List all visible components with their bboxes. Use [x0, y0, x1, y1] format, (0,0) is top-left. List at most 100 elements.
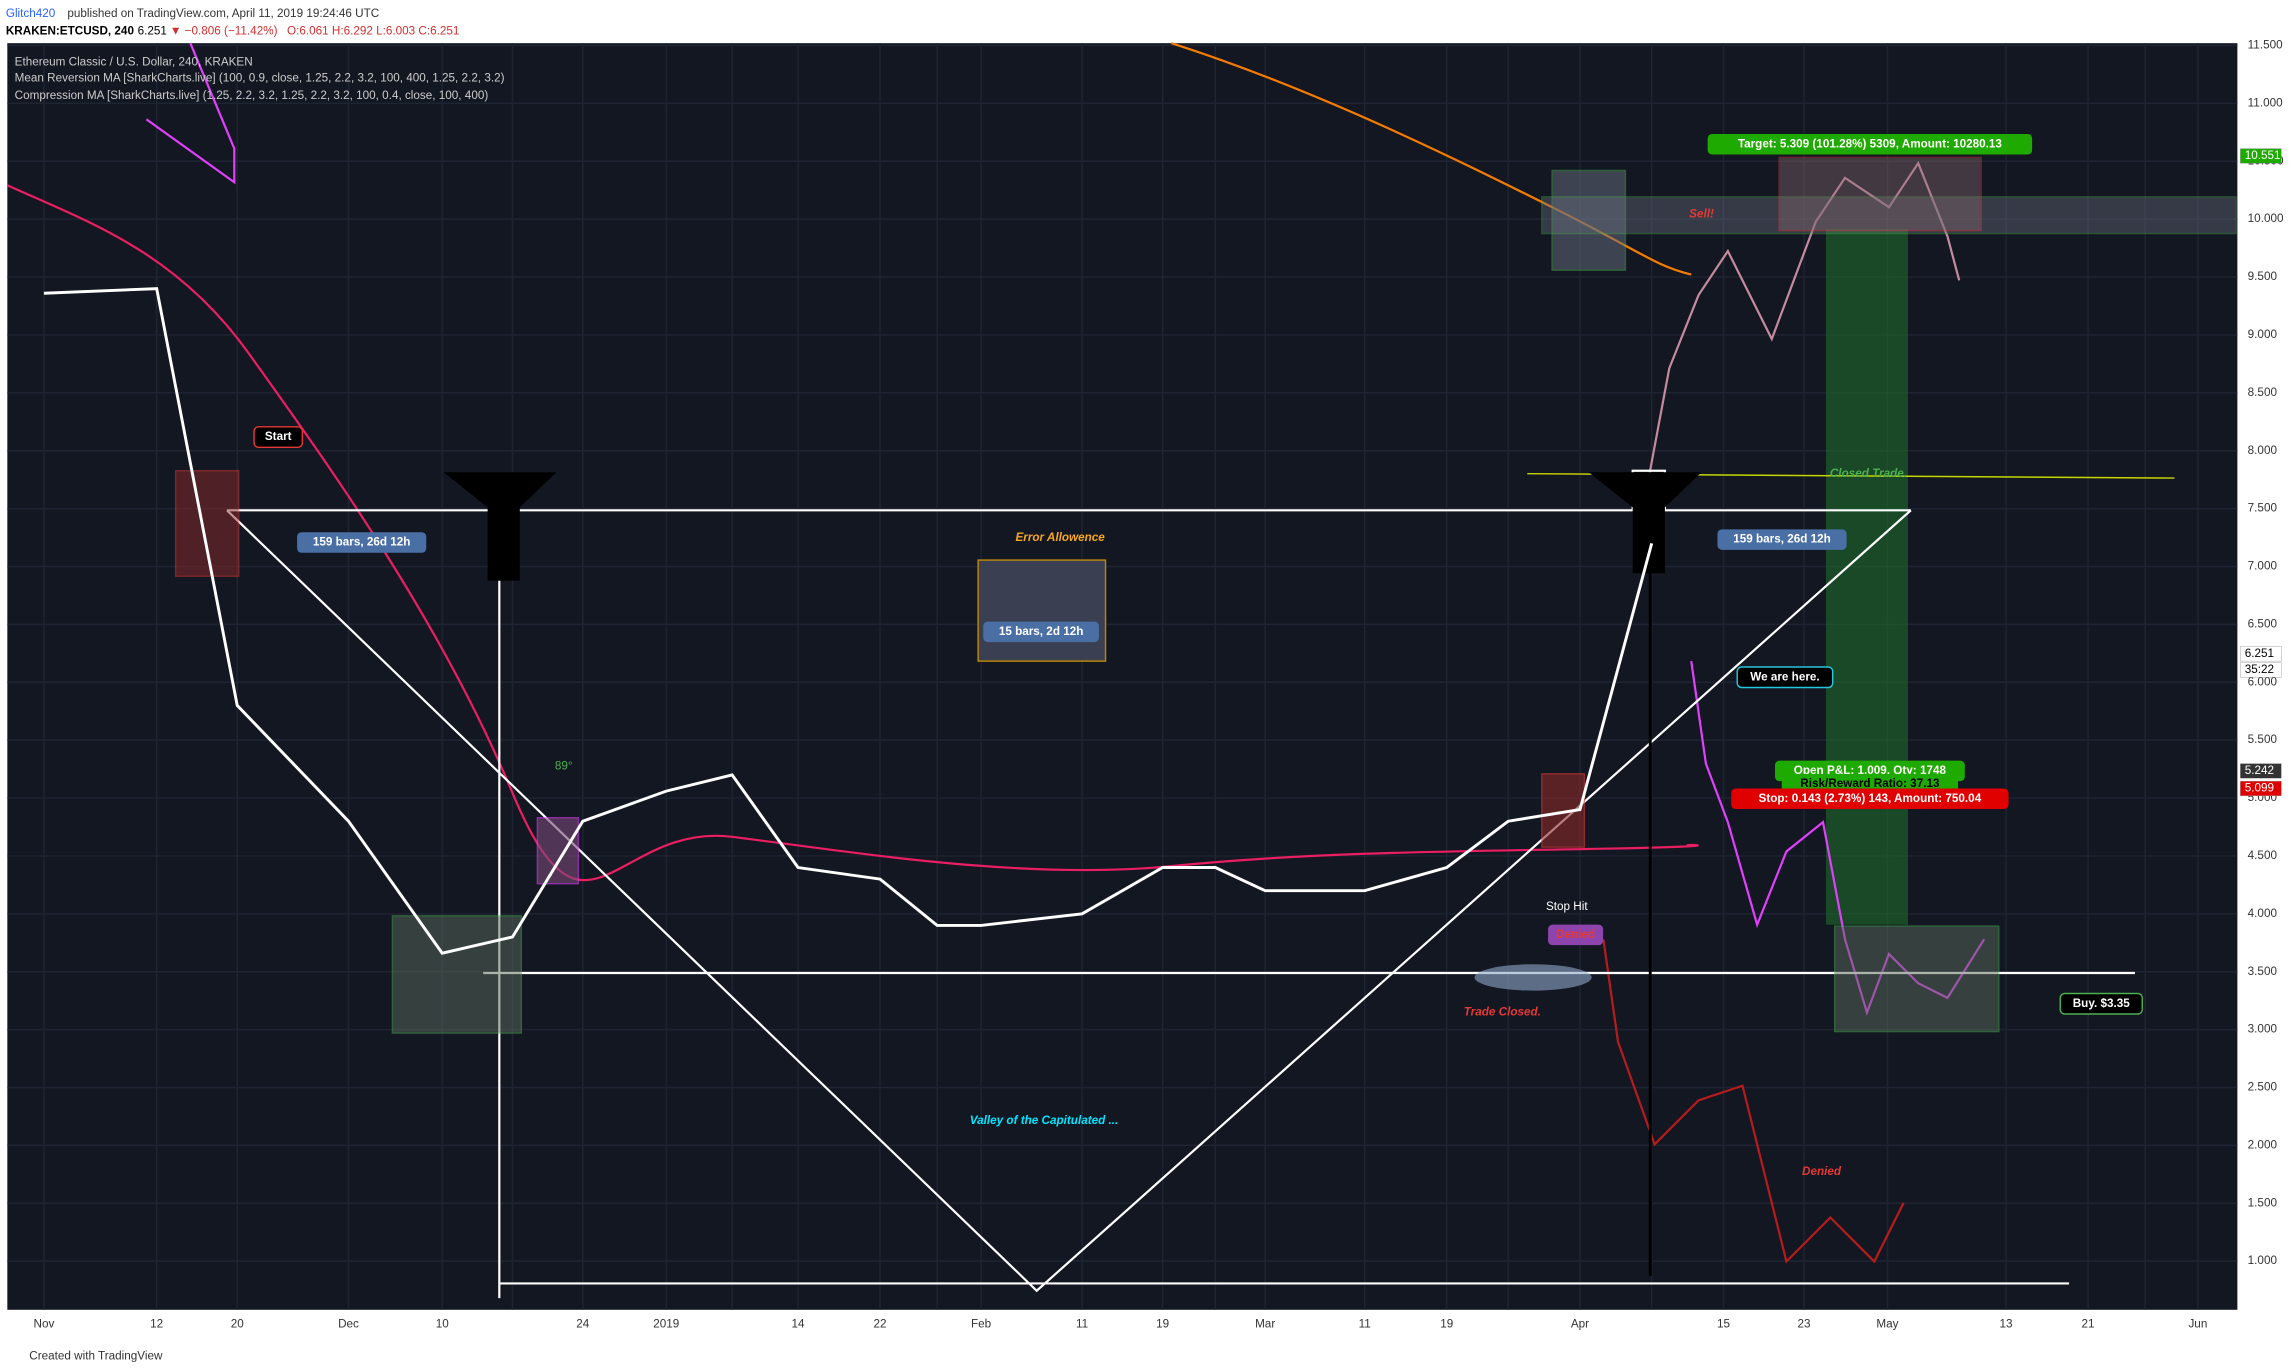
- label-bg: [2059, 992, 2143, 1015]
- price-badge-label: 6.251: [2245, 647, 2274, 660]
- y-tick-label: 10.000: [2248, 212, 2284, 225]
- compression-ma: [1171, 42, 1692, 276]
- x-tick-label: Feb: [971, 1318, 992, 1331]
- x-tick-label: Dec: [338, 1318, 359, 1331]
- label-bg: [253, 426, 304, 449]
- annotation: Sell!: [1689, 208, 1714, 221]
- annotation: Buy. $3.35: [2073, 997, 2131, 1010]
- x-tick-label: 13: [2000, 1318, 2013, 1331]
- ellipse: [1474, 964, 1592, 991]
- price-badge: [2240, 148, 2282, 164]
- y-tick-label: 11.000: [2248, 96, 2283, 109]
- x-tick-label: 12: [150, 1318, 163, 1331]
- price-badge-label: 10.551: [2245, 149, 2281, 162]
- annotation: Trade Closed.: [1464, 1006, 1541, 1019]
- annotation: Valley of the Capitulated ...: [970, 1114, 1118, 1127]
- annotations: Start 159 bars, 26d 12h Error Allowence 15 …: [253, 133, 2143, 1178]
- x-tick-label: 11: [1076, 1318, 1088, 1331]
- x-tick-label: 2019: [653, 1318, 679, 1331]
- y-tick-label: 8.000: [2248, 444, 2278, 457]
- x-tick-label: 20: [231, 1318, 245, 1331]
- valley: [226, 509, 1912, 1293]
- box: [1541, 196, 2237, 235]
- annotation: Denied: [1556, 928, 1595, 941]
- price-badge: [2240, 780, 2282, 797]
- indicator: Ethereum Classic / U.S. Dollar, 240, KRA…: [15, 55, 253, 68]
- y-tick-label: 3.000: [2248, 1023, 2278, 1036]
- box: [536, 817, 580, 885]
- funnel: [443, 472, 557, 581]
- x-tick-label: 22: [874, 1318, 887, 1331]
- price-line: [43, 287, 1654, 955]
- x-tick-label: 15: [1717, 1318, 1731, 1331]
- x-tick-label: May: [1876, 1318, 1898, 1331]
- indicator: Compression MA [SharkCharts.live] (1.25,…: [15, 89, 489, 102]
- y-tick-label: 7.000: [2248, 560, 2278, 573]
- label-bg: [1717, 529, 1847, 550]
- annotation: Error Allowence: [1015, 531, 1105, 544]
- label-bg: [1731, 788, 2009, 809]
- y-tick-label: 2.500: [2248, 1081, 2278, 1094]
- price-badge: [2240, 662, 2282, 678]
- ohlc: O:6.061 H:6.292 L:6.003 C:6.251: [287, 25, 459, 38]
- upper-band: [145, 42, 236, 185]
- annotation: 15 bars, 2d 12h: [999, 625, 1084, 638]
- x-tick-label: 19: [1440, 1318, 1453, 1331]
- x-tick-label: 11: [1359, 1318, 1371, 1331]
- symbol: KRAKEN:ETCUSD, 240: [6, 25, 135, 38]
- label-bg: [297, 532, 427, 553]
- x-tick-label: Nov: [34, 1318, 55, 1331]
- price: 6.251: [138, 25, 167, 38]
- y-tick-label: 11.500: [2248, 39, 2283, 52]
- annotation: Target: 5.309 (101.28%) 5309, Amount: 10…: [1738, 137, 2003, 150]
- label-bg: [983, 621, 1099, 643]
- x-tick-label: 24: [576, 1318, 590, 1331]
- published: published on TradingView.com, April 11, …: [67, 7, 379, 20]
- annotation: Start: [265, 430, 292, 443]
- y-tick-label: 8.500: [2248, 386, 2278, 399]
- author: Glitch420: [6, 7, 56, 20]
- y-tick-label: 4.000: [2248, 907, 2278, 920]
- annotation: Stop Hit: [1546, 900, 1588, 913]
- y-tick-label: 6.000: [2248, 675, 2278, 688]
- y-tick-label: 4.500: [2248, 849, 2278, 862]
- price-badge: [2240, 763, 2282, 779]
- box: [977, 559, 1107, 662]
- x-tick-label: 23: [1797, 1318, 1810, 1331]
- change: ▼ −0.806 (−11.42%): [170, 25, 278, 38]
- projection-2: [1602, 939, 1905, 1264]
- price-badge-label: 5.242: [2245, 764, 2274, 777]
- price-badge-label: 5.099: [2245, 782, 2274, 795]
- x-tick-label: 21: [2082, 1318, 2095, 1331]
- annotation: 159 bars, 26d 12h: [313, 536, 411, 549]
- annotation: Stop: 0.143 (2.73%) 143, Amount: 750.04: [1759, 792, 1982, 805]
- y-tick-label: 5.500: [2248, 733, 2278, 746]
- x-tick-label: 14: [792, 1318, 806, 1331]
- y-tick-label: 9.000: [2248, 328, 2278, 341]
- x-tick-label: 10: [436, 1318, 450, 1331]
- box: [391, 915, 523, 1034]
- label-bg: [1707, 133, 2033, 155]
- annotation: Denied: [1802, 1165, 1842, 1178]
- annotation: 89°: [555, 760, 573, 773]
- price-badge-label: 35:22: [2245, 663, 2274, 676]
- label-bg: [1548, 924, 1604, 946]
- x-tick-label: Mar: [1255, 1318, 1275, 1331]
- y-tick-label: 6.500: [2248, 617, 2278, 630]
- annotation: Open P&L: 1.009, Qty: 1748: [1794, 764, 1947, 777]
- annotation: We are here.: [1750, 670, 1819, 683]
- box: [1778, 156, 1982, 232]
- mean-reversion-ma: [6, 184, 1699, 882]
- x-tick-label: 19: [1156, 1318, 1169, 1331]
- box: [174, 470, 240, 577]
- projection-3: [1646, 160, 1961, 486]
- y-tick-label: 2.000: [2248, 1138, 2278, 1151]
- annotation: Closed Trade.: [1830, 467, 1907, 480]
- plot: [43, 287, 1654, 955]
- x-tick-label: Apr: [1571, 1318, 1589, 1331]
- y-tick-label: 1.500: [2248, 1196, 2278, 1209]
- funnel: [1588, 472, 1702, 574]
- x-tick-label: Jun: [2188, 1318, 2207, 1331]
- box: [1834, 925, 2000, 1033]
